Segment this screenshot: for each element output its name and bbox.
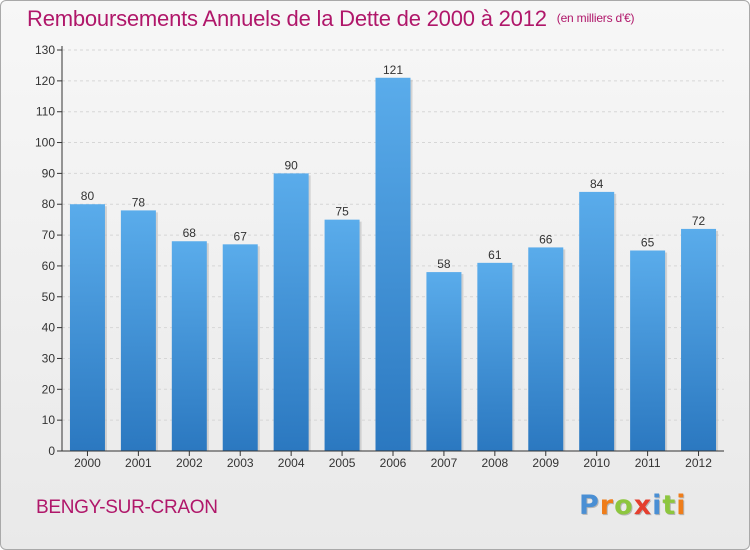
y-tick-label: 40	[42, 321, 56, 335]
bar-value-label: 90	[284, 158, 298, 172]
y-tick-label: 60	[42, 259, 56, 273]
chart-title-unit: (en milliers d'€)	[556, 11, 635, 25]
bar-value-label: 84	[590, 177, 604, 191]
x-tick-label: 2002	[176, 456, 203, 470]
x-tick-label: 2012	[685, 456, 712, 470]
chart-title-text: Remboursements Annuels de la Dette de 20…	[27, 6, 547, 31]
bar-value-label: 67	[234, 229, 248, 243]
bar-value-label: 65	[641, 236, 655, 250]
x-tick-label: 2003	[227, 456, 254, 470]
bar-value-label: 75	[335, 205, 349, 219]
bar	[171, 241, 207, 451]
x-tick-label: 2006	[380, 456, 407, 470]
y-tick-label: 90	[42, 166, 56, 180]
proxiti-logo: Proxiti	[579, 490, 687, 521]
y-tick-label: 130	[35, 43, 55, 57]
y-tick-label: 20	[42, 382, 56, 396]
y-tick-label: 70	[42, 228, 56, 242]
bar-value-label: 66	[539, 232, 553, 246]
logo-letter: o	[614, 490, 634, 521]
chart-title: Remboursements Annuels de la Dette de 20…	[27, 6, 635, 32]
bar	[273, 173, 309, 451]
x-tick-label: 2001	[125, 456, 152, 470]
bar-value-label: 58	[437, 257, 451, 271]
y-tick-label: 30	[42, 351, 56, 365]
bar	[426, 272, 462, 451]
bar	[579, 191, 615, 451]
x-tick-label: 2008	[481, 456, 508, 470]
bar-value-label: 80	[81, 189, 95, 203]
x-tick-label: 2010	[583, 456, 610, 470]
x-tick-label: 2011	[635, 456, 661, 470]
logo-letter: r	[599, 490, 615, 521]
x-tick-label: 2004	[278, 456, 305, 470]
bar	[630, 250, 666, 451]
y-tick-label: 50	[42, 290, 56, 304]
bar	[528, 247, 564, 451]
commune-name: BENGY-SUR-CRAON	[36, 497, 218, 518]
logo-letter: x	[633, 490, 653, 521]
x-tick-label: 2007	[431, 456, 458, 470]
y-tick-label: 120	[35, 74, 55, 88]
bar-value-label: 68	[183, 226, 197, 240]
y-tick-label: 10	[42, 413, 56, 427]
bar	[120, 210, 156, 451]
x-tick-label: 2009	[532, 456, 559, 470]
bar	[324, 219, 360, 451]
bar	[681, 228, 717, 451]
bar	[69, 204, 105, 451]
x-tick-label: 2005	[329, 456, 356, 470]
bar-value-label: 78	[132, 195, 146, 209]
y-tick-label: 100	[35, 136, 55, 150]
bar-value-label: 121	[383, 63, 403, 77]
bar	[222, 244, 258, 451]
bar	[375, 77, 411, 451]
bar	[477, 262, 513, 451]
y-tick-label: 110	[36, 105, 55, 119]
logo-letter: i	[676, 490, 687, 521]
logo-letter: i	[652, 490, 663, 521]
x-tick-label: 2000	[74, 456, 101, 470]
bar-value-label: 72	[692, 214, 706, 228]
logo-letter: P	[579, 490, 600, 521]
logo-letter: t	[662, 490, 677, 521]
y-tick-label: 80	[42, 197, 56, 211]
y-tick-label: 0	[48, 444, 55, 458]
bar-value-label: 61	[488, 248, 502, 262]
